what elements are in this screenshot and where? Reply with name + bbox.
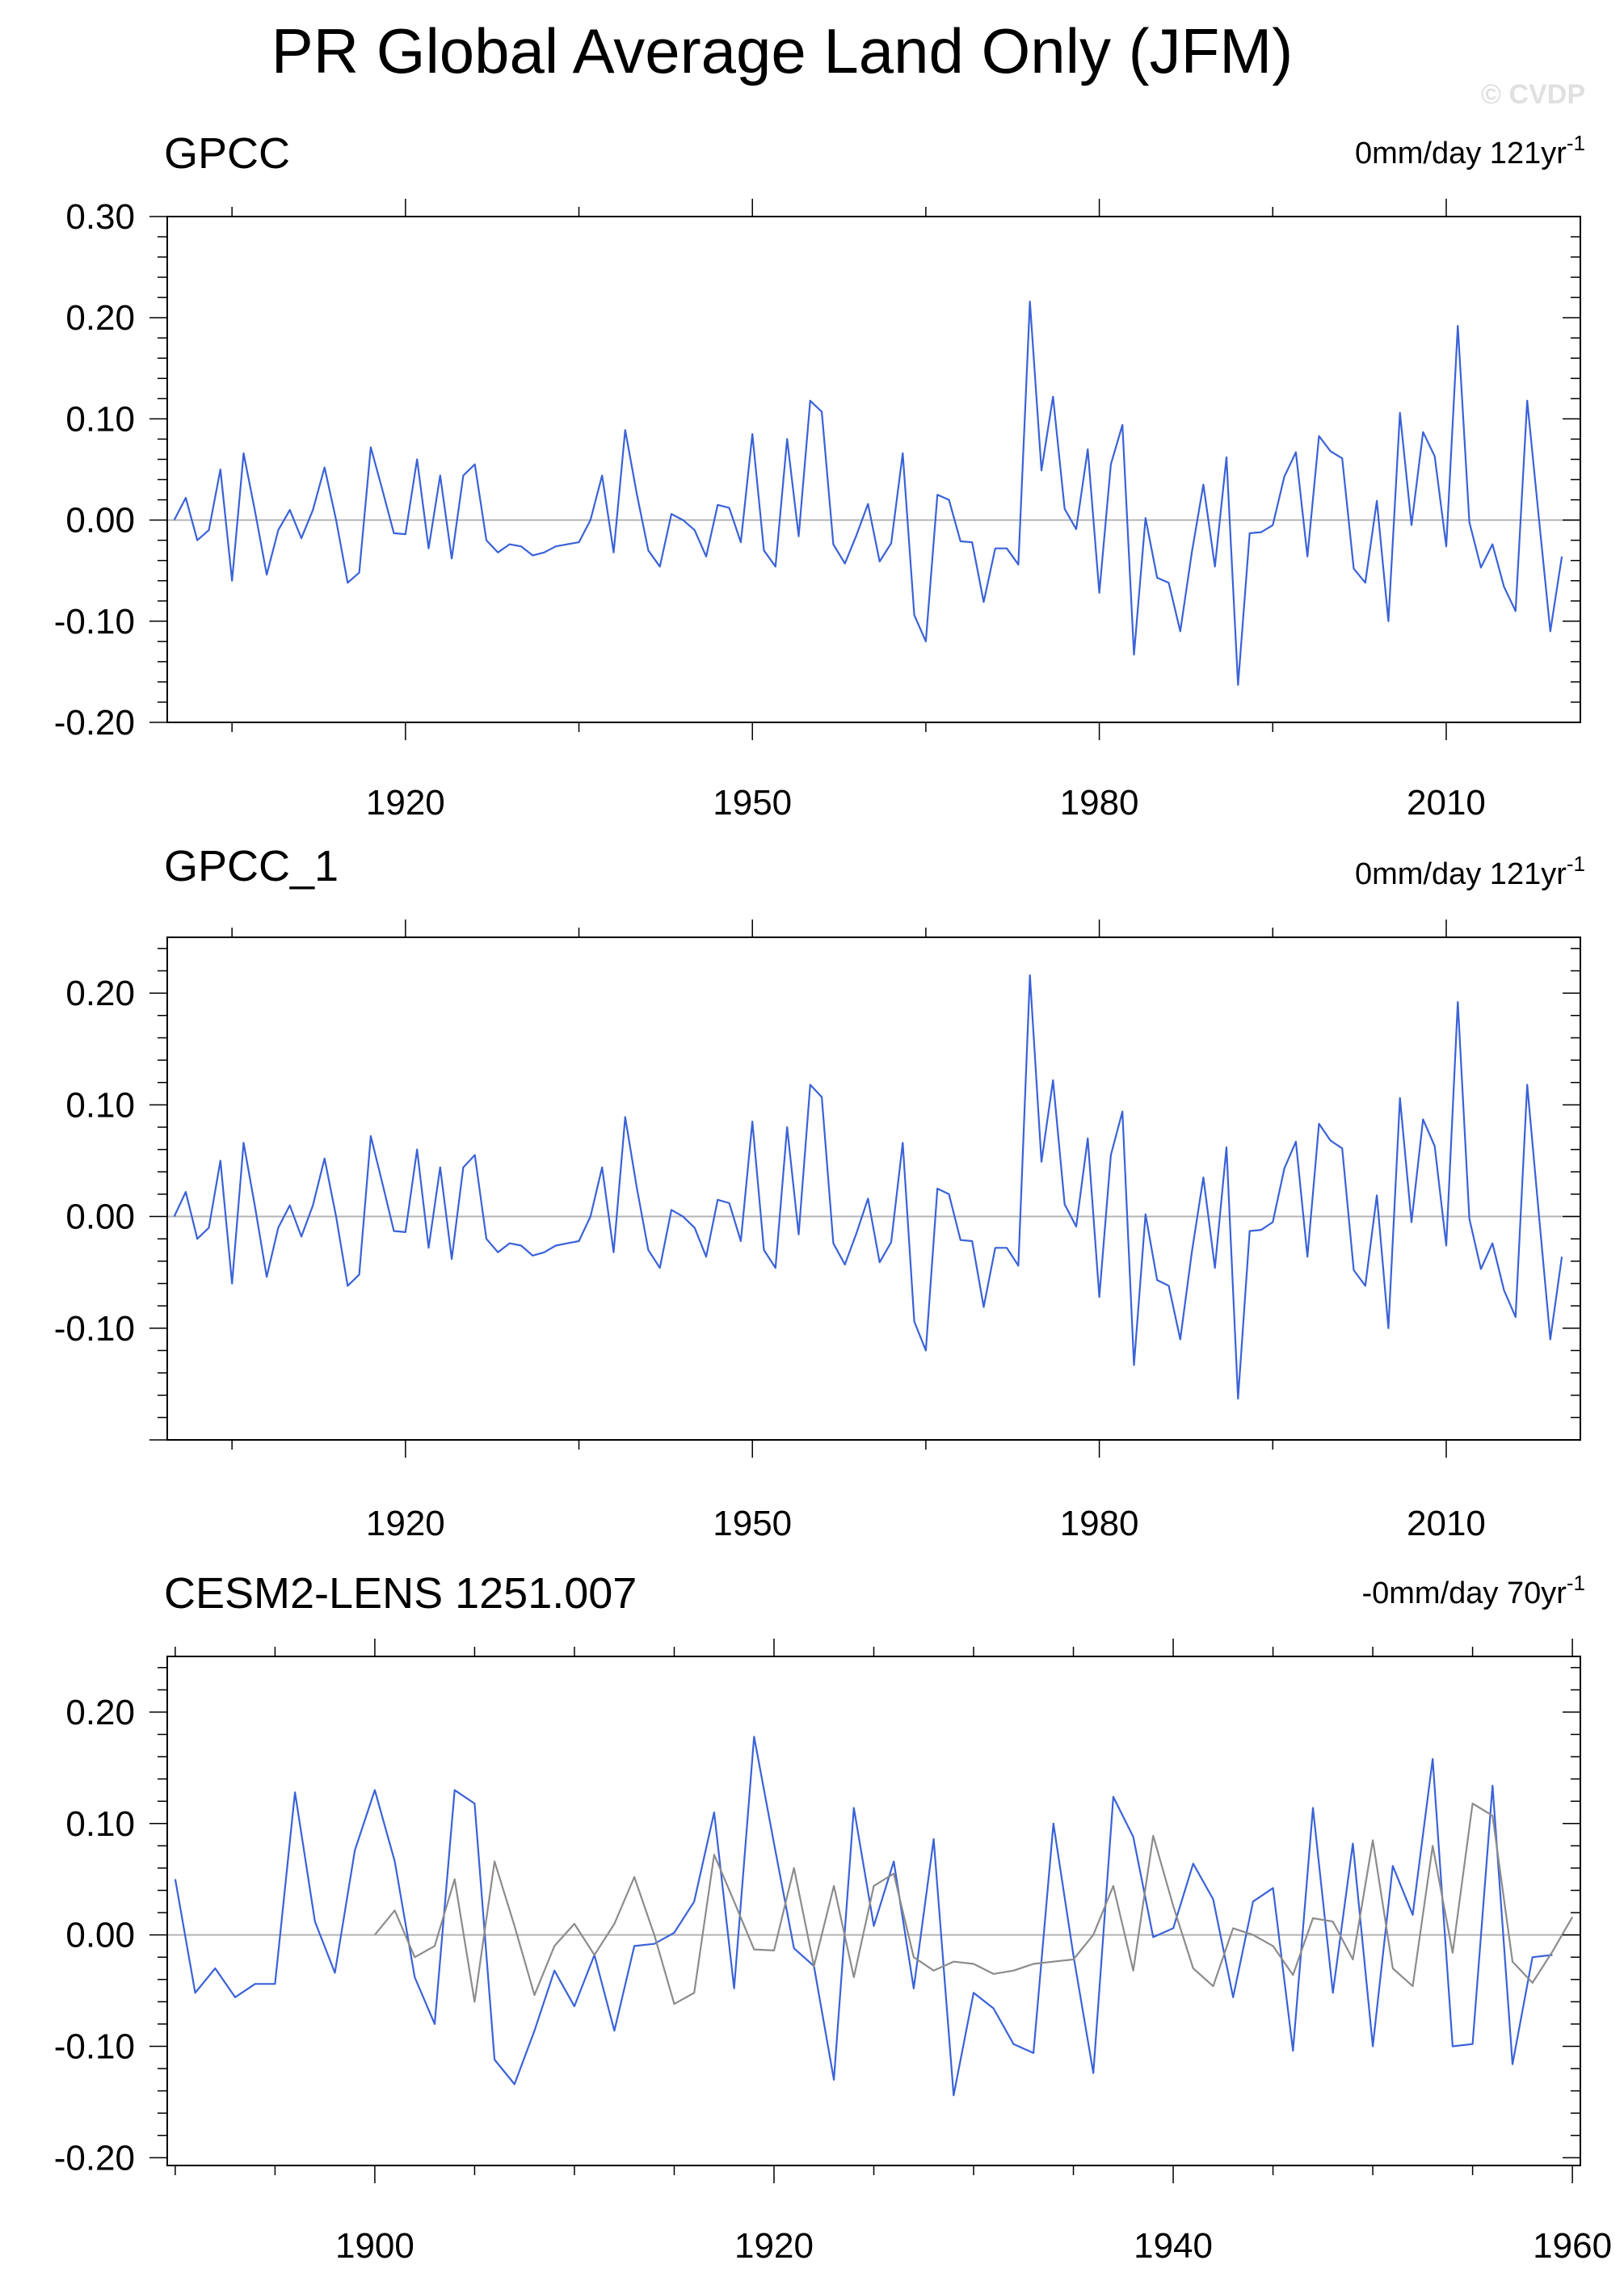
x-tick-label: 1900: [335, 2226, 414, 2266]
y-tick-label: -0.20: [54, 703, 135, 743]
plot-frame: [166, 216, 1581, 723]
x-tick-label: 1980: [1060, 783, 1139, 823]
y-tick-label: 0.00: [65, 501, 135, 541]
watermark: © CVDP: [1481, 79, 1585, 110]
x-tick-label: 1920: [366, 1504, 445, 1543]
series-line-primary: [174, 1736, 1553, 2097]
x-tick-label: 1920: [366, 783, 445, 823]
x-tick-label: 1960: [1533, 2226, 1612, 2266]
plot-area: -0.10 0.00 0.10 0.20 1920 1950 1980 2010: [54, 920, 1581, 1543]
series-line-primary: [173, 974, 1563, 1400]
plot-frame: [166, 936, 1581, 1441]
trend-label: 0mm/day 121yr-1: [1355, 852, 1585, 891]
x-tick-label: 1950: [713, 783, 792, 823]
trend-label: -0mm/day 70yr-1: [1361, 1571, 1585, 1610]
trend-label: 0mm/day 121yr-1: [1355, 131, 1585, 170]
x-tick-label: 1920: [734, 2226, 814, 2266]
panel-label: GPCC: [164, 129, 290, 178]
series-line-reference: [374, 1802, 1574, 2006]
x-tick-label: 1940: [1134, 2226, 1213, 2266]
x-tick-label: 1950: [713, 1504, 792, 1543]
y-tick-label: -0.10: [54, 602, 135, 642]
x-tick-label: 2010: [1407, 783, 1486, 823]
panel-gpcc-1: GPCC_1 0mm/day 121yr-1 -0.10 0.00 0.10 0.20…: [54, 842, 1585, 1543]
panel-label: CESM2-LENS 1251.007: [164, 1569, 637, 1618]
panel-label: GPCC_1: [164, 842, 339, 890]
y-tick-label: 0.20: [65, 974, 135, 1013]
y-tick-label: 0.20: [65, 1693, 135, 1732]
y-tick-label: -0.20: [54, 2138, 135, 2178]
y-tick-label: 0.00: [65, 1197, 135, 1237]
y-tick-label: -0.10: [54, 1309, 135, 1349]
y-tick-label: 0.10: [65, 399, 135, 439]
y-tick-label: -0.10: [54, 2027, 135, 2066]
y-tick-label: 0.00: [65, 1916, 135, 1955]
y-tick-label: 0.20: [65, 298, 135, 338]
figure-title: PR Global Average Land Only (JFM): [271, 15, 1293, 86]
series-line-primary: [173, 301, 1563, 686]
plot-frame: [166, 1656, 1581, 2166]
y-tick-label: 0.10: [65, 1804, 135, 1844]
y-tick-label: 0.30: [65, 197, 135, 237]
x-tick-label: 2010: [1407, 1504, 1486, 1543]
panel-cesm2-lens: CESM2-LENS 1251.007 -0mm/day 70yr-1 -0.2…: [54, 1569, 1612, 2266]
y-tick-label: 0.10: [65, 1085, 135, 1125]
x-tick-label: 1980: [1060, 1504, 1139, 1543]
plot-area: -0.20 -0.10 0.00 0.10 0.20 0.30 1920 1950 1980 20…: [54, 197, 1581, 823]
panel-gpcc: GPCC 0mm/day 121yr-1 -0.20 -0.10 0.00 0.10 0…: [54, 129, 1585, 823]
plot-area: -0.20 -0.10 0.00 0.10 0.20 1900 1920 1940 1960: [54, 1639, 1612, 2266]
